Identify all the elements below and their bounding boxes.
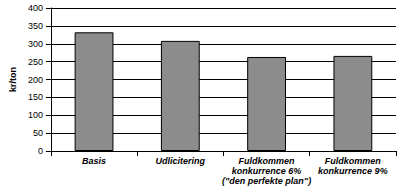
svg-text:350: 350 xyxy=(28,21,43,31)
svg-text:300: 300 xyxy=(28,39,43,49)
svg-text:Udlicitering: Udlicitering xyxy=(156,156,206,166)
svg-text:0: 0 xyxy=(38,146,43,156)
svg-text:100: 100 xyxy=(28,110,43,120)
svg-text:Fuldkommen: Fuldkommen xyxy=(325,156,382,166)
svg-text:konkurrence 6%: konkurrence 6% xyxy=(232,166,302,176)
svg-text:konkurrence 9%: konkurrence 9% xyxy=(318,166,388,176)
svg-text:400: 400 xyxy=(28,3,43,13)
svg-text:kr/ton: kr/ton xyxy=(8,67,18,92)
svg-text:Fuldkommen: Fuldkommen xyxy=(239,156,296,166)
svg-text:250: 250 xyxy=(28,57,43,67)
svg-text:200: 200 xyxy=(28,75,43,85)
svg-text:150: 150 xyxy=(28,92,43,102)
svg-text:Basis: Basis xyxy=(82,156,106,166)
svg-text:("den perfekte plan"): ("den perfekte plan") xyxy=(222,176,311,186)
svg-text:50: 50 xyxy=(33,128,43,138)
